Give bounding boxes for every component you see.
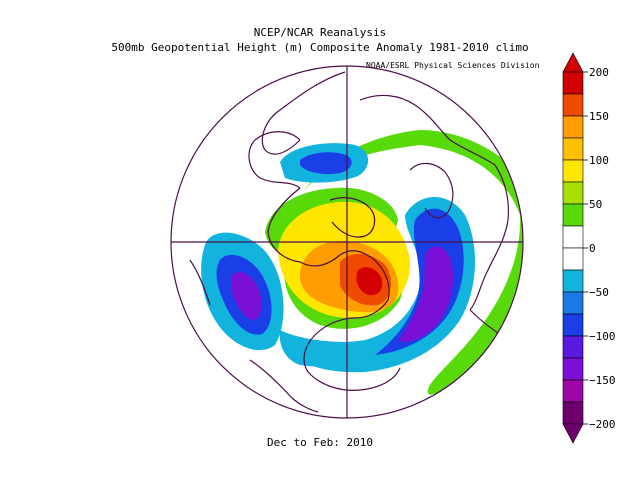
anomaly-purple-atlantic (398, 246, 454, 342)
anomaly-purple-pacific (232, 272, 262, 320)
time-period-label: Dec to Feb: 2010 (267, 436, 373, 449)
chart-title: NCEP/NCAR Reanalysis (253, 26, 387, 39)
coastlines (189, 71, 513, 413)
anomaly-field (201, 130, 523, 395)
anomaly-red-core (356, 267, 383, 296)
anomaly-blue-north (300, 152, 352, 175)
credit-label: NOAA/ESRL Physical Sciences Division (366, 61, 540, 70)
chart-subtitle: 500mb Geopotential Height (m) Composite … (111, 41, 529, 54)
